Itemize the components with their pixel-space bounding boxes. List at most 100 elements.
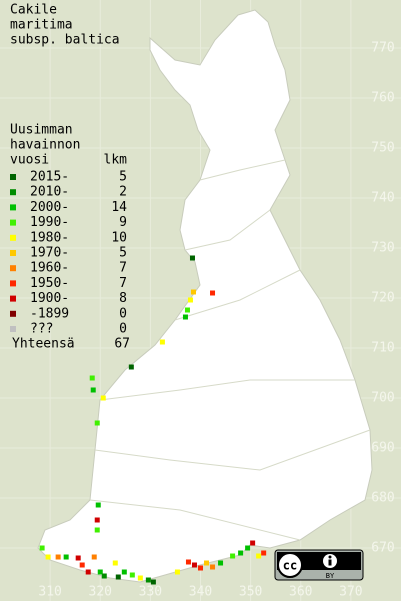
legend-swatch [10,280,16,287]
x-tick-label: 350 [239,585,262,600]
y-tick-label: 730 [371,241,394,256]
observation [115,574,121,580]
legend-swatch [10,234,16,241]
y-tick-label: 750 [371,141,394,156]
legend-heading: vuosi [10,153,49,168]
observation [129,572,135,578]
total-label: Yhteensä [12,337,75,352]
observation [91,554,97,560]
y-tick-label: 760 [371,91,394,106]
cc-text: cc [283,559,297,573]
observation [256,553,262,559]
legend-label: ??? [30,322,53,337]
observation [185,559,191,565]
legend-count: 0 [119,322,127,337]
observation [137,575,143,581]
total-count: 67 [114,337,130,352]
observation [150,579,156,585]
y-tick-label: 680 [371,491,394,506]
observation [230,553,236,559]
legend-count: 5 [119,170,127,185]
observation [218,560,224,566]
observation [238,550,244,556]
legend-swatch [10,219,16,226]
observation [210,564,216,570]
points [39,255,267,585]
title-line: maritima [10,18,73,33]
observation [85,569,91,575]
legend-label: -1899 [30,306,69,321]
observation [182,314,188,320]
legend-label: 1970- [30,246,69,261]
x-tick-label: 370 [339,585,362,600]
legend-swatch [10,174,16,180]
observation [94,517,100,523]
x-tick-label: 310 [38,585,61,600]
legend-label: 1950- [30,276,69,291]
observation [210,290,216,296]
y-tick-label: 720 [371,291,394,306]
legend-label: 2015- [30,170,69,185]
x-tick-label: 340 [189,585,212,600]
y-tick-label: 710 [371,341,394,356]
observation [174,569,180,575]
legend-count-heading: lkm [104,153,128,168]
legend-label: 1980- [30,230,69,245]
legend-label: 1990- [30,215,69,230]
observation [95,502,101,508]
observation [94,420,100,426]
observation [121,569,127,575]
observation [190,289,196,295]
observation [128,364,134,370]
legend-count: 14 [111,200,127,215]
finland-outline [37,9,373,583]
legend-heading: Uusimman [10,123,73,138]
observation [89,375,95,381]
legend-count: 7 [119,261,127,276]
observation [204,560,210,566]
observation [245,545,251,551]
observation [94,527,100,533]
observation [250,540,256,546]
observation [184,307,190,313]
observation [198,565,203,571]
legend-swatch [10,295,16,302]
legend-swatch [10,250,16,256]
y-tick-label: 770 [371,41,394,56]
observation [79,562,85,568]
legend-label: 1900- [30,291,69,306]
observation [191,562,197,568]
title-line: subsp. baltica [10,33,120,48]
legend-heading: havainnon [10,138,80,153]
legend-label: 2000- [30,200,69,215]
observation [159,339,165,345]
legend-swatch [10,310,16,317]
legend-label: 1960- [30,261,69,276]
observation [55,554,61,560]
observation [100,395,106,401]
observation [189,255,195,261]
legend-count: 5 [119,246,127,261]
y-tick-label: 690 [371,441,394,456]
legend-count: 10 [111,230,127,245]
x-tick-label: 330 [139,585,162,600]
by-text: BY [326,572,335,580]
region-borders [89,159,371,541]
observation [145,577,151,583]
legend-count: 7 [119,276,127,291]
observation [261,550,267,556]
observation [45,554,51,560]
legend-swatch [10,265,16,272]
legend-count: 9 [119,215,127,230]
observation [187,297,193,303]
legend-swatch [10,326,16,332]
y-tick-label: 670 [371,541,394,556]
y-tick-label: 740 [371,191,394,206]
legend-count: 0 [119,306,127,321]
x-tick-label: 360 [289,585,312,600]
legend-swatch [10,204,16,211]
